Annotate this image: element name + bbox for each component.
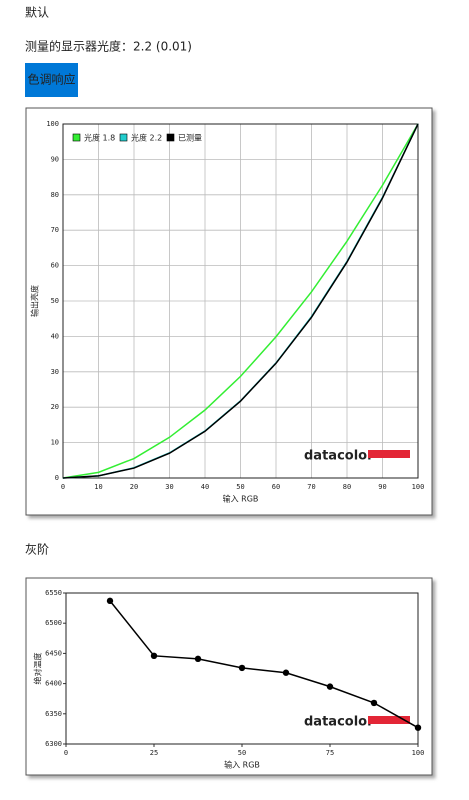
- series-line: [62, 123, 419, 479]
- legend-label: 光度 1.8: [84, 133, 115, 143]
- x-tick-label: 50: [238, 749, 246, 757]
- y-tick-label: 10: [51, 439, 59, 447]
- x-tick-label: 70: [307, 483, 315, 491]
- x-axis-label: 输入 RGB: [224, 760, 260, 770]
- series-line: [62, 123, 419, 479]
- y-tick-label: 90: [51, 155, 59, 163]
- chart-panel: [25, 107, 433, 516]
- series-marker: [326, 683, 334, 690]
- series-marker: [194, 655, 202, 663]
- y-tick-label: 6550: [45, 589, 62, 597]
- y-axis-label: 输出亮度: [30, 285, 40, 317]
- logo-bar: [368, 716, 410, 724]
- y-tick-label: 0: [55, 474, 59, 482]
- x-tick-label: 20: [130, 483, 138, 491]
- legend-label: 光度 2.2: [131, 133, 162, 143]
- gamma-summary: 测量的显示器光度：2.2 (0.01): [25, 39, 192, 54]
- x-tick-label: 0: [61, 483, 65, 491]
- legend-swatch: [72, 133, 81, 142]
- y-tick-label: 40: [51, 332, 59, 340]
- series-marker: [106, 597, 114, 605]
- x-tick-label: 80: [343, 483, 351, 491]
- x-tick-label: 30: [165, 483, 173, 491]
- y-tick-label: 6350: [45, 710, 62, 718]
- y-axis-label: 绝对温度: [33, 653, 43, 685]
- x-axis-label: 输入 RGB: [223, 494, 259, 504]
- x-tick-label: 10: [94, 483, 102, 491]
- y-tick-label: 6300: [45, 740, 62, 748]
- tab-label[interactable]: 色调响应: [27, 72, 75, 87]
- y-tick-label: 6400: [45, 680, 62, 688]
- x-tick-label: 50: [236, 483, 244, 491]
- x-tick-label: 40: [201, 483, 209, 491]
- section-heading: 灰阶: [25, 543, 49, 557]
- y-tick-label: 70: [51, 226, 59, 234]
- x-tick-label: 75: [326, 749, 334, 757]
- logo: datacolor: [304, 449, 374, 464]
- logo: datacolor: [304, 715, 374, 730]
- y-tick-label: 100: [46, 120, 59, 128]
- series-marker: [370, 699, 378, 707]
- x-tick-label: 60: [272, 483, 280, 491]
- x-tick-label: 90: [378, 483, 386, 491]
- x-tick-label: 100: [412, 749, 425, 757]
- tab-button[interactable]: [25, 63, 78, 97]
- legend-label: 已测量: [178, 134, 202, 143]
- y-tick-label: 6500: [45, 619, 62, 627]
- section-heading: 默认: [25, 5, 49, 20]
- y-tick-label: 6450: [45, 649, 62, 657]
- y-tick-label: 80: [51, 191, 59, 199]
- x-tick-label: 100: [412, 483, 425, 491]
- charts: 0 10 20 30 40 50 60 70 80 90 100 0 10 20 30 40 50 60 70 80 9…: [25, 107, 433, 776]
- series-line: [109, 600, 419, 729]
- y-tick-label: 30: [51, 368, 59, 376]
- series-marker: [414, 724, 422, 731]
- chart-panel: [25, 577, 433, 776]
- x-tick-label: 25: [150, 749, 158, 757]
- legend-swatch: [119, 133, 128, 142]
- legend-swatch: [166, 133, 175, 142]
- logo-bar: [368, 450, 410, 458]
- series-marker: [150, 652, 158, 660]
- plot-frame: [62, 123, 419, 479]
- series-marker: [238, 664, 246, 672]
- x-tick-label: 0: [64, 749, 68, 757]
- y-tick-label: 20: [51, 403, 59, 411]
- y-tick-label: 50: [51, 297, 59, 305]
- y-tick-label: 60: [51, 262, 59, 270]
- plot-frame: [65, 592, 419, 745]
- series-marker: [282, 669, 290, 676]
